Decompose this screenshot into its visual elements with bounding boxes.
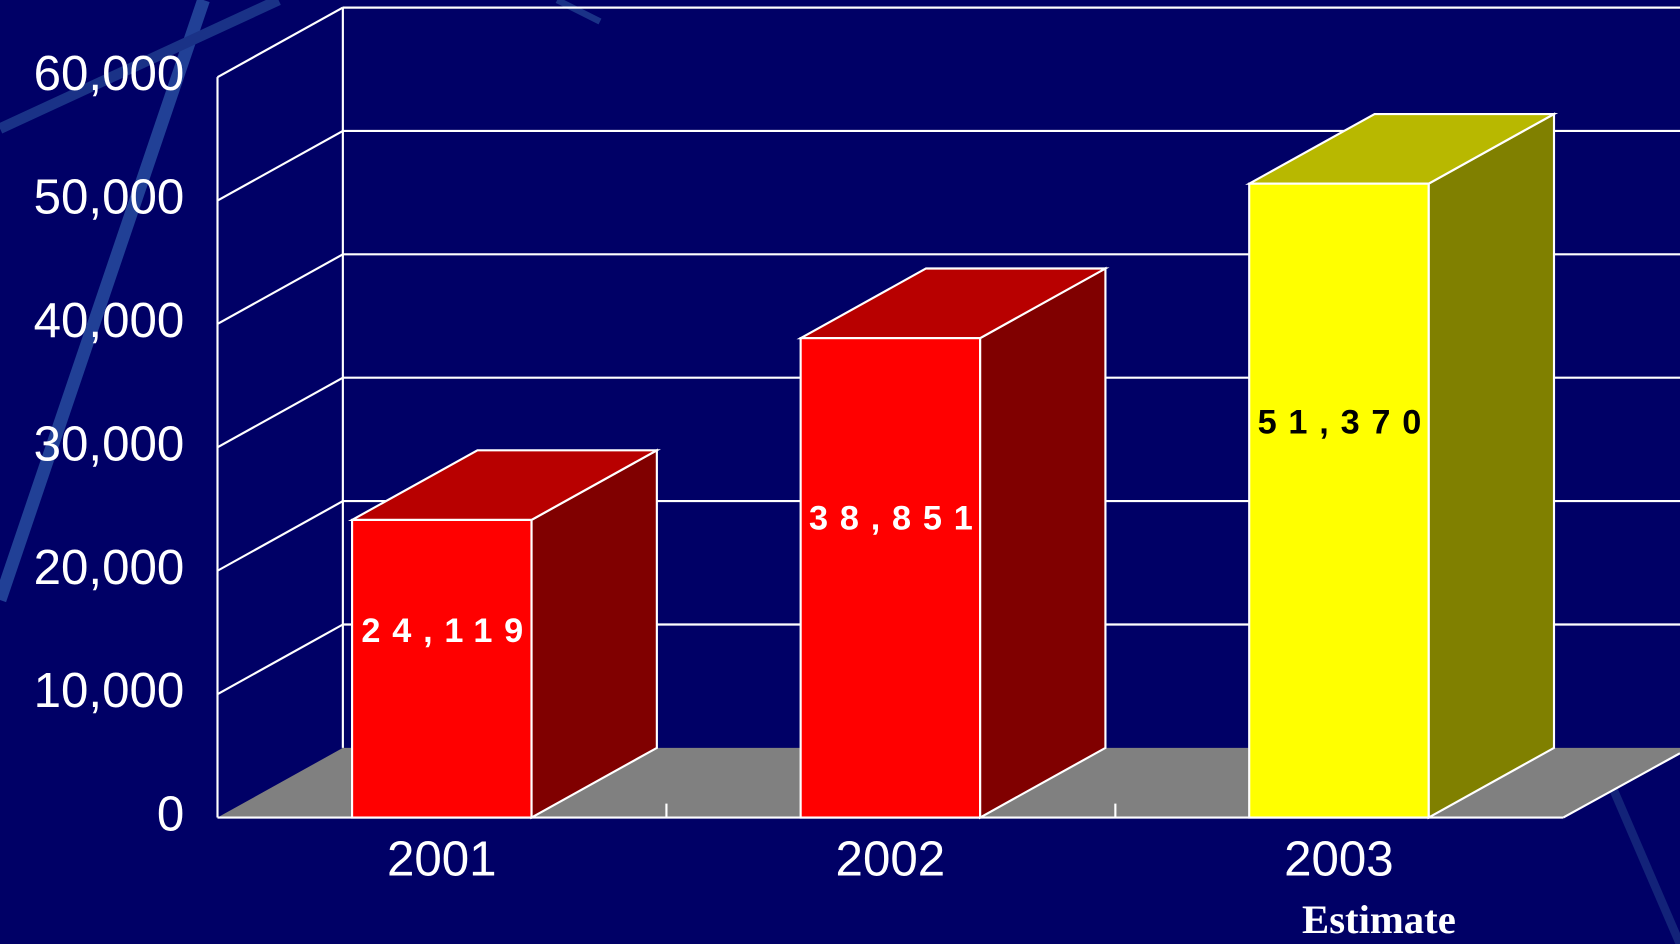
value-label: 24,119 [361, 612, 535, 650]
annotation: Estimate [1302, 897, 1456, 942]
y-tick-label: 40,000 [34, 293, 185, 348]
y-tick-label: 60,000 [34, 46, 185, 101]
grid-line [216, 376, 344, 449]
y-tick-label: 50,000 [34, 170, 185, 225]
x-tick-label: 2002 [836, 832, 946, 887]
value-label: 51,370 [1258, 404, 1434, 442]
bar [799, 337, 982, 819]
grid-line [216, 623, 344, 696]
y-tick-label: 20,000 [34, 540, 185, 595]
grid-line [216, 6, 344, 79]
y-tick-label: 30,000 [34, 416, 185, 471]
bar-side [1427, 112, 1556, 820]
grid-line [216, 500, 344, 572]
y-tick-label: 10,000 [34, 663, 185, 718]
value-label: 38,851 [809, 499, 985, 537]
x-tick-label: 2001 [387, 832, 497, 887]
y-tick-label: 0 [157, 787, 184, 842]
bar [351, 518, 533, 819]
x-tick-label: 2003 [1284, 832, 1394, 887]
bar [1248, 182, 1430, 819]
floor-edge [1562, 752, 1680, 819]
bar-side [979, 266, 1107, 820]
grid-line [216, 253, 344, 325]
grid-line [216, 129, 344, 202]
